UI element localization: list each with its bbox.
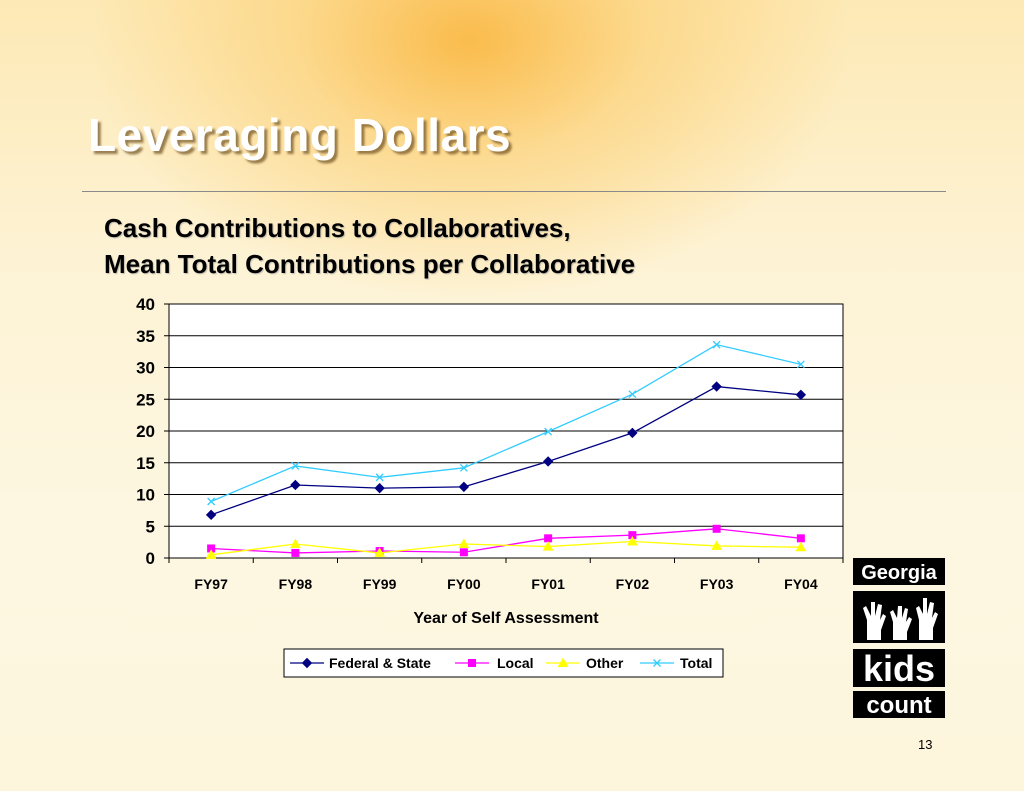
x-tick-label: FY98 [279,576,313,592]
legend-label: Total [680,655,712,671]
chart-subtitle: Cash Contributions to Collaboratives, Me… [104,210,635,282]
x-axis-label: Year of Self Assessment [413,610,599,627]
y-tick-label: 35 [136,327,155,346]
y-tick-label: 15 [136,454,155,473]
legend-label: Federal & State [329,655,431,671]
data-point [374,547,385,557]
y-tick-label: 30 [136,359,155,378]
y-axis-label: Dollar amount (in millions) [101,325,117,533]
data-point [290,538,301,549]
hands-icon [863,598,938,640]
x-tick-label: FY99 [363,576,397,592]
series-federal-state [205,381,807,521]
x-tick-label: FY03 [700,576,734,592]
legend-label: Other [586,655,624,671]
data-point [459,463,468,472]
data-point [795,541,807,552]
georgia-kids-count-logo: Georgia kids count [853,558,945,718]
series-line [210,343,802,503]
legend-marker [557,657,569,667]
series-line [210,385,801,516]
data-point [711,540,722,550]
data-point [627,535,638,546]
data-point [712,340,721,349]
subtitle-line-1: Cash Contributions to Collaboratives, [104,213,571,243]
page-number: 13 [918,737,933,752]
data-point [795,389,807,401]
legend-marker [653,659,661,667]
data-point [627,427,638,439]
data-point [542,541,554,551]
logo-line-georgia: Georgia [861,562,937,584]
legend-label: Local [497,655,534,671]
slide-title: Leveraging Dollars [88,109,512,161]
data-point [712,524,721,533]
data-point [291,461,300,470]
y-tick-label: 0 [146,549,155,568]
y-tick-label: 40 [136,295,155,314]
x-tick-label: FY04 [784,576,818,592]
y-tick-label: 25 [136,390,155,409]
series-other [205,535,807,559]
data-point [205,509,217,521]
x-tick-label: FY02 [616,576,650,592]
series-line [211,540,801,556]
data-point [459,548,468,557]
data-point [375,473,384,482]
subtitle-line-2: Mean Total Contributions per Collaborati… [104,249,636,279]
data-point [205,549,217,559]
logo-line-kids: kids [863,648,935,689]
data-point [458,481,470,493]
data-point [458,538,470,549]
data-point [207,497,216,506]
data-point [374,482,385,494]
y-tick-label: 5 [146,517,155,536]
data-point [291,548,300,557]
data-point [290,479,301,491]
x-tick-label: FY97 [194,576,228,592]
y-tick-label: 10 [136,486,155,505]
logo-line-count: count [866,692,931,718]
data-point [544,534,553,543]
x-tick-label: FY00 [447,576,481,592]
legend-marker [468,659,476,667]
data-point [542,456,554,467]
x-tick-label: FY01 [531,576,565,592]
data-point [544,427,553,436]
legend-marker [301,657,313,669]
series-total [207,340,805,506]
data-point [796,360,805,369]
data-point [628,390,637,399]
legend: Federal & State Local Other Total [283,648,724,678]
y-tick-label: 20 [136,422,155,441]
data-point [711,381,722,392]
data-point [796,534,805,543]
title-divider [82,191,946,192]
